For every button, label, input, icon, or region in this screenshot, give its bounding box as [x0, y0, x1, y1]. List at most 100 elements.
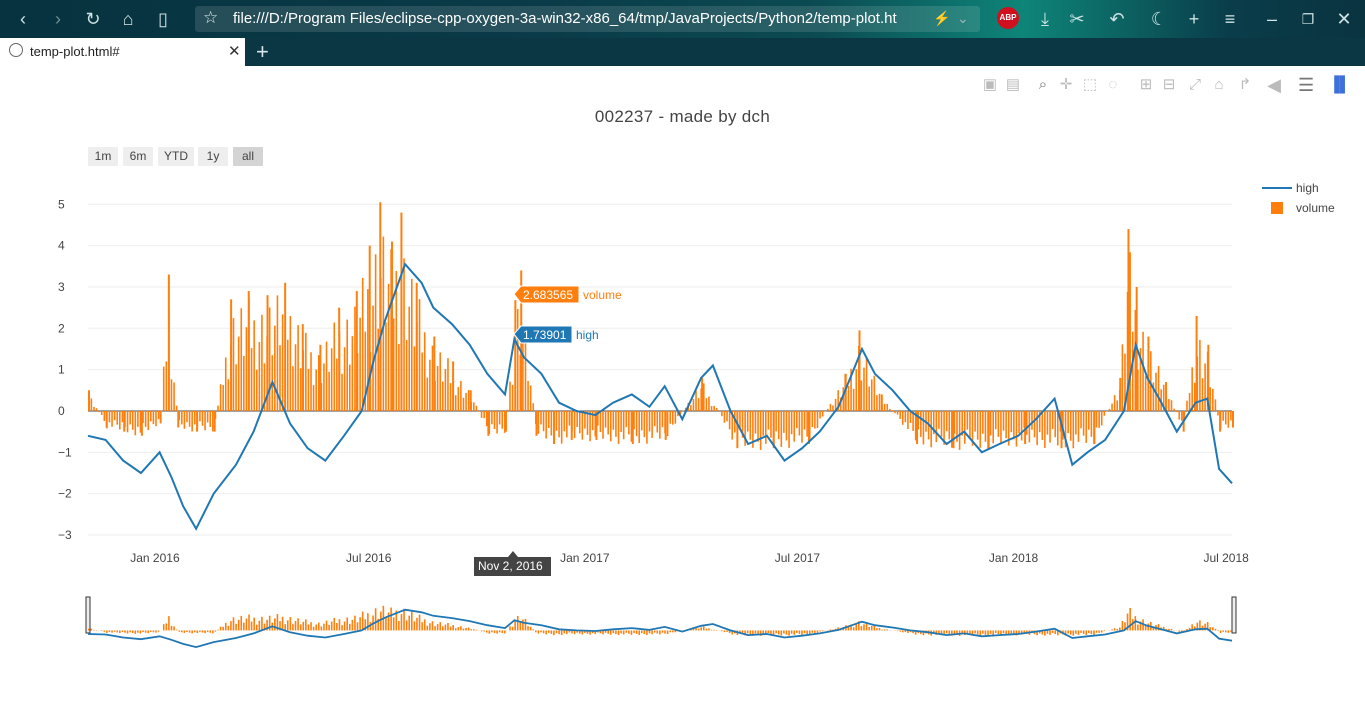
range-button-1m[interactable]: 1m [88, 147, 118, 166]
range-slider-bar [656, 630, 659, 634]
range-slider-bar [566, 630, 568, 635]
volume-bar [816, 410, 819, 429]
undo-icon[interactable]: ↶ [1109, 9, 1125, 29]
zoom-icon[interactable]: ⌕ [1038, 76, 1048, 93]
volume-bar [1036, 410, 1038, 446]
range-slider-bar [801, 630, 803, 635]
dropdown-chevron-icon[interactable]: ⌄ [957, 10, 969, 26]
range-slider-bar [338, 619, 341, 631]
tab-temp-plot[interactable]: temp-plot.html# ✕ [0, 38, 245, 66]
volume-bar [1025, 410, 1028, 435]
range-button-all[interactable]: all [233, 147, 263, 166]
hover-labels: 2.683565 volume 1.73901 high Nov 2, 2016 [474, 285, 622, 576]
range-slider-bar [702, 626, 705, 631]
volume-bar [529, 385, 532, 411]
download-icon[interactable]: ⤓ [1041, 9, 1049, 29]
hover-closest-icon[interactable]: ◀ [1267, 75, 1281, 95]
range-slider-left-handle [85, 596, 91, 634]
range-slider-bar [775, 630, 777, 634]
camera-icon[interactable]: ▣ [982, 76, 998, 93]
lightning-icon[interactable]: ⚡ [933, 10, 951, 26]
volume-bar [883, 403, 886, 411]
close-icon[interactable]: ✕ [1336, 9, 1352, 29]
range-slider-bar [710, 629, 713, 631]
volume-bar [677, 410, 679, 417]
volume-bar [746, 410, 749, 432]
range-slider-bar [527, 626, 529, 631]
range-slider-bar [284, 624, 286, 631]
y-tick-label: 1 [58, 363, 65, 377]
url-text[interactable]: file:///D:/Program Files/eclipse-cpp-oxy… [233, 10, 897, 27]
range-slider-bar [697, 628, 700, 631]
range-slider-bar [222, 626, 224, 631]
hover-compare-icon[interactable]: ☰ [1298, 75, 1315, 95]
menu-icon[interactable]: ≡ [1224, 9, 1236, 29]
pan-icon[interactable]: ✛ [1059, 76, 1073, 93]
lasso-icon[interactable]: ◌ [1108, 76, 1118, 93]
range-slider-bar [201, 630, 204, 633]
volume-bar [715, 408, 718, 411]
tab-close-icon[interactable]: ✕ [228, 43, 241, 60]
plotly-logo-icon[interactable]: ▐▌ [1329, 76, 1351, 93]
range-slider-bar [793, 630, 796, 635]
volume-bar [907, 410, 909, 430]
volume-bar [108, 410, 111, 423]
reload-icon[interactable]: ↻ [85, 9, 101, 29]
reader-icon[interactable]: ▯ [158, 9, 168, 29]
range-slider-bar [1018, 630, 1020, 634]
range-slider-bar [547, 630, 550, 633]
range-slider-bar [1036, 630, 1038, 636]
volume-bar [679, 410, 682, 414]
minimize-icon[interactable]: – [1266, 9, 1277, 29]
range-slider-bar [733, 630, 736, 634]
box-select-icon[interactable]: ⬚ [1082, 76, 1098, 93]
plus-icon[interactable]: + [1188, 9, 1200, 29]
volume-bar [653, 410, 656, 427]
spike-lines-icon[interactable]: ↱ [1238, 76, 1252, 93]
bookmark-star-icon[interactable]: ☆ [203, 8, 219, 27]
volume-bar [1106, 410, 1108, 412]
volume-bar [963, 410, 966, 444]
volume-bar [852, 388, 855, 411]
volume-bar [878, 393, 881, 411]
save-icon[interactable]: ▤ [1005, 76, 1021, 93]
reset-axes-icon[interactable]: ⌂ [1214, 76, 1224, 93]
range-button-1y[interactable]: 1y [198, 147, 228, 166]
volume-bar [537, 410, 540, 434]
volume-bar [134, 410, 137, 436]
range-slider-bar [408, 615, 411, 631]
autoscale-icon[interactable]: ⤢ [1188, 76, 1201, 93]
zoom-out-icon[interactable]: ⊟ [1162, 76, 1176, 93]
range-slider-bar [431, 621, 434, 631]
scissors-icon[interactable]: ✂ [1069, 9, 1085, 29]
moon-icon[interactable]: ☾ [1150, 9, 1168, 29]
range-button-6m[interactable]: 6m [123, 147, 153, 166]
back-icon[interactable]: ‹ [20, 9, 26, 29]
volume-bar [1199, 339, 1201, 411]
volume-bar [124, 410, 126, 428]
range-slider-bar [876, 628, 878, 631]
address-bar[interactable]: ☆ file:///D:/Program Files/eclipse-cpp-o… [195, 6, 980, 32]
new-tab-icon[interactable]: + [256, 39, 269, 64]
range-slider-bar [1013, 630, 1015, 635]
adblock-icon[interactable]: ABP [997, 7, 1019, 29]
home-icon[interactable]: ⌂ [122, 9, 134, 29]
volume-bar [284, 282, 287, 411]
forward-icon[interactable]: › [55, 9, 61, 29]
range-slider-bar [940, 630, 943, 635]
volume-bar [279, 345, 281, 411]
range-slider-bar [728, 630, 731, 634]
volume-bar [436, 365, 439, 411]
range-slider-bar [328, 624, 330, 631]
range-slider-bar [193, 630, 196, 633]
restore-icon[interactable]: ❐ [1301, 11, 1315, 27]
zoom-in-icon[interactable]: ⊞ [1139, 76, 1153, 93]
volume-bar [814, 410, 816, 429]
range-slider-bar [870, 625, 873, 631]
range-slider-bar [1085, 630, 1088, 635]
volume-bar [971, 410, 974, 446]
range-slider-bar [767, 630, 770, 634]
volume-bar [240, 308, 243, 411]
range-slider-bar [90, 628, 93, 631]
range-button-ytd[interactable]: YTD [158, 147, 194, 166]
